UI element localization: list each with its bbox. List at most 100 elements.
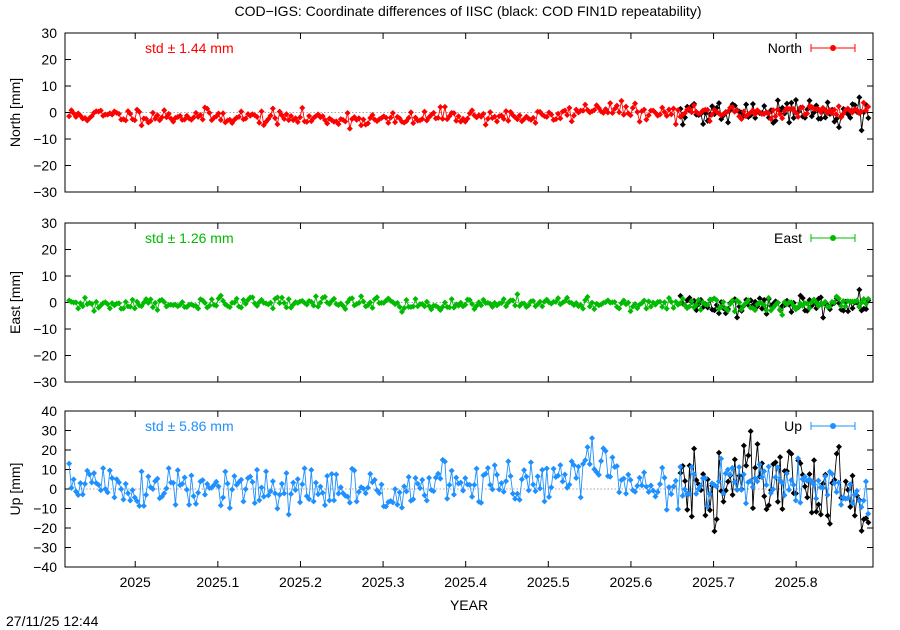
east-data-point [666,294,673,301]
up-data-point [647,482,654,489]
north-data-point [484,115,491,122]
east-data-point [274,294,281,301]
east-data-point [439,303,446,310]
east-data-point [611,299,618,306]
up-data-point [88,479,95,486]
up-data-point [364,484,371,491]
east-data-point [509,297,516,304]
up-data-point [444,495,451,502]
up-data-point [287,490,294,497]
up-data-point [186,501,193,508]
north-repeatability-point [772,117,779,124]
east-data-point [835,295,842,302]
up-data-point [765,463,772,470]
up-data-point [77,480,84,487]
up-data-point [733,486,740,493]
north-data-point [641,106,648,113]
east-data-point [208,296,215,303]
east-repeatability-point [788,308,795,315]
north-data-point [389,109,396,116]
east-series [66,291,872,318]
north-data-point [688,109,695,116]
up-data-point [729,464,736,471]
north-data-point [242,115,249,122]
north-data-point [620,111,627,118]
east-data-point [360,298,367,305]
north-repeatability-point [749,100,756,107]
east-data-point [584,293,591,300]
east-data-point [826,303,833,310]
up-data-point [677,463,684,470]
east-data-point [276,300,283,307]
east-data-point [161,299,168,306]
east-data-point [731,308,738,315]
east-data-point [321,293,328,300]
up-data-point [570,462,577,469]
north-data-point [324,120,331,127]
north-repeatability-point [802,114,809,121]
north-repeatability-point [847,114,854,121]
up-data-point [860,497,867,504]
up-repeatability-point [688,513,695,520]
up-ytick-label: 30 [41,423,57,439]
north-data-point [579,107,586,114]
up-data-point [715,478,722,485]
north-data-point [675,107,682,114]
up-data-point [797,499,804,506]
north-repeatability-point [865,114,872,121]
north-data-point [215,110,222,117]
east-data-point [729,297,736,304]
east-repeatability-point [715,310,722,317]
up-data-point [632,488,639,495]
up-data-point [346,499,353,506]
up-repeatability-point [749,505,756,512]
up-repeatability-point [779,505,786,512]
north-data-point [860,99,867,106]
up-data-point [835,479,842,486]
up-data-point [819,484,826,491]
up-data-point [532,488,539,495]
north-data-point [299,104,306,111]
north-data-point [269,105,276,112]
up-repeatability-point [740,442,747,449]
north-data-point [709,111,716,118]
north-data-point [204,105,211,112]
up-repeatability-point [700,471,707,478]
up-data-point [815,477,822,484]
north-data-point [500,115,507,122]
up-data-point [847,481,854,488]
up-data-point [697,482,704,489]
up-data-point [265,492,272,499]
up-data-point [66,460,73,467]
up-repeatability-point [743,462,750,469]
up-data-point [742,500,749,507]
north-data-point [629,104,636,111]
east-data-point [668,298,675,305]
east-data-point [462,301,469,308]
up-repeatability-point [745,452,752,459]
up-data-point [543,465,550,472]
up-data-point [118,486,125,493]
north-repeatability-point [851,102,858,109]
east-data-point [358,293,365,300]
up-data-point [758,474,765,481]
up-data-point [638,482,645,489]
north-data-point [149,109,156,116]
up-data-point [801,473,808,480]
up-data-point [849,500,856,507]
up-ytick-label: 20 [41,442,57,458]
east-data-point [195,305,202,312]
north-data-point [419,115,426,122]
east-data-point [423,298,430,305]
up-data-point [190,493,197,500]
up-data-point [231,473,238,480]
up-repeatability-point [691,445,698,452]
up-data-point [489,486,496,493]
north-data-point [165,110,172,117]
up-data-point [681,486,688,493]
north-repeatability-point [822,114,829,121]
up-data-point [310,498,317,505]
east-data-point [269,305,276,312]
north-data-point [238,108,245,115]
